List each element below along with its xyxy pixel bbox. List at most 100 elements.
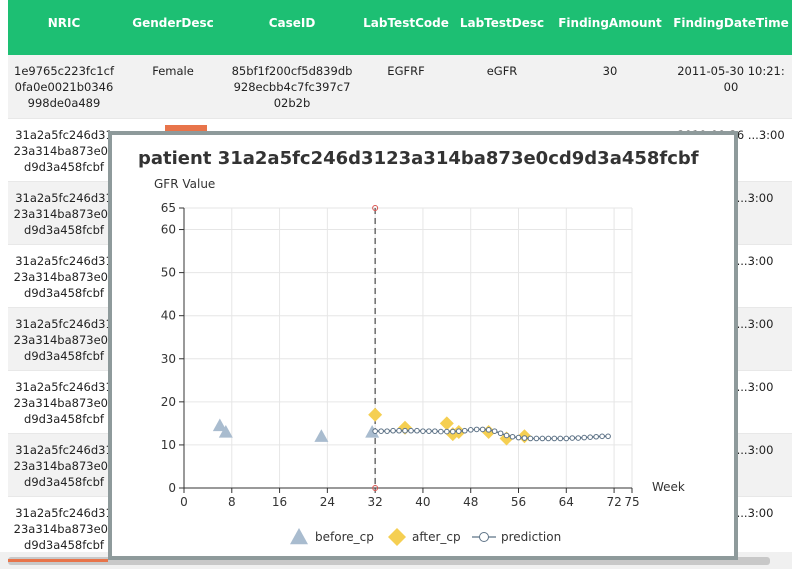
prediction-point — [491, 428, 498, 434]
y-tick-label: 65 — [161, 201, 176, 215]
y-axis-title: GFR Value — [154, 177, 215, 191]
cell-nric: 31a2a5fc246d3123a314ba873e0cd9d3a458fcbf — [8, 181, 120, 245]
prediction-point — [467, 427, 474, 433]
prediction-point — [575, 435, 582, 441]
cell-nric: 31a2a5fc246d3123a314ba873e0cd9d3a458fcbf — [8, 433, 120, 497]
cell-labtestdesc: eGFR — [454, 55, 550, 119]
cell-nric: 31a2a5fc246d3123a314ba873e0cd9d3a458fcbf — [8, 307, 120, 371]
y-tick-label: 60 — [161, 223, 176, 237]
x-tick-label: 40 — [415, 495, 430, 509]
cell-nric: 1e9765c223fc1cf0fa0e0021b0346998de0a489 — [8, 55, 120, 119]
prediction-point — [533, 435, 540, 442]
prediction-point — [390, 427, 396, 434]
y-tick-label: 40 — [161, 309, 176, 323]
prediction-point — [455, 428, 462, 434]
scrollbar-thumb[interactable] — [8, 557, 770, 565]
prediction-point — [569, 435, 576, 441]
legend-before-cp-icon — [290, 528, 308, 545]
legend-prediction-icon — [479, 532, 489, 542]
prediction-point — [479, 426, 486, 433]
x-tick-label: 64 — [559, 495, 574, 509]
row-highlight-tab — [165, 125, 207, 131]
prediction-point — [593, 433, 599, 440]
prediction-point — [521, 435, 528, 441]
y-tick-label: 30 — [161, 352, 176, 366]
cell-nric: 31a2a5fc246d3123a314ba873e0cd9d3a458fcbf — [8, 244, 120, 308]
y-tick-label: 10 — [161, 438, 176, 452]
prediction-point — [414, 427, 420, 434]
legend-after-cp-label: after_cp — [412, 530, 461, 544]
prediction-point — [396, 427, 402, 434]
x-tick-label: 75 — [624, 495, 639, 509]
prediction-point — [599, 433, 605, 440]
column-header-nric[interactable]: NRIC — [47, 16, 81, 30]
prediction-point — [473, 426, 480, 433]
prediction-point — [515, 434, 522, 441]
column-header-labtestdesc[interactable]: LabTestDesc — [459, 16, 545, 30]
prediction-point — [420, 428, 426, 434]
prediction-point — [402, 427, 408, 434]
y-tick-label: 50 — [161, 266, 176, 280]
table-header-row: NRIC GenderDesc CaseID LabTestCode LabTe… — [8, 0, 792, 55]
x-tick-label: 56 — [511, 495, 526, 509]
cell-findingamount: 30 — [550, 55, 670, 119]
prediction-point — [497, 430, 504, 437]
column-header-labtestcode[interactable]: LabTestCode — [363, 16, 449, 30]
x-tick-label: 32 — [368, 495, 383, 509]
gfr-chart: 0 10 20 30 40 50 60 65 0 8 16 24 32 40 48 56 64 72 75 GFR V… — [154, 177, 685, 546]
legend-before-cp-label: before_cp — [315, 530, 374, 544]
table-row[interactable]: 1e9765c223fc1cf0fa0e0021b0346998de0a489 F… — [8, 55, 792, 119]
prediction-point — [509, 433, 516, 440]
column-header-gender[interactable]: GenderDesc — [132, 16, 214, 30]
x-tick-label: 72 — [606, 495, 621, 509]
prediction-point — [605, 433, 611, 440]
prediction-point — [426, 428, 432, 434]
before-cp-point — [314, 429, 329, 442]
cell-caseid: 85bf1f200cf5d839db928ecbb4c7fc397c702b2b — [226, 55, 358, 119]
cell-gender: Female — [120, 55, 226, 119]
column-header-findingdatetime[interactable]: FindingDateTime — [673, 16, 789, 30]
column-header-caseid[interactable]: CaseID — [268, 16, 316, 30]
x-tick-label: 16 — [272, 495, 287, 509]
prediction-point — [551, 435, 558, 442]
after-cp-point — [439, 416, 454, 431]
prediction-point — [587, 434, 593, 440]
prediction-point — [408, 427, 414, 434]
prediction-point — [485, 427, 492, 433]
active-indicator-bar — [8, 559, 108, 562]
column-header-findingamount[interactable]: FindingAmount — [558, 16, 662, 30]
patient-chart-modal: patient 31a2a5fc246d3123a314ba873e0cd9d3… — [108, 131, 738, 560]
prediction-point — [450, 428, 456, 435]
cell-nric: 31a2a5fc246d3123a314ba873e0cd9d3a458fcbf — [8, 118, 120, 182]
change-point-bottom-marker — [372, 485, 379, 491]
before-cp-point — [365, 425, 380, 438]
prediction-point — [438, 428, 444, 435]
prediction-point — [581, 434, 588, 441]
x-tick-label: 48 — [463, 495, 478, 509]
prediction-point — [527, 435, 534, 442]
prediction-point — [503, 432, 510, 439]
change-point-top-marker — [372, 205, 379, 211]
cell-findingdatetime: 2011-05-30 10:21:00 — [670, 55, 792, 119]
cell-nric: 31a2a5fc246d3123a314ba873e0cd9d3a458fcbf — [8, 496, 120, 560]
x-tick-label: 8 — [228, 495, 236, 509]
prediction-point — [372, 428, 378, 434]
prediction-point — [378, 428, 384, 434]
modal-title: patient 31a2a5fc246d3123a314ba873e0cd9d3… — [138, 148, 699, 169]
prediction-point — [539, 435, 546, 442]
prediction-line — [375, 428, 609, 440]
after-cp-point — [368, 407, 383, 422]
legend-prediction-label: prediction — [501, 530, 561, 544]
cell-nric: 31a2a5fc246d3123a314ba873e0cd9d3a458fcbf — [8, 370, 120, 434]
x-axis-title: Week — [652, 480, 685, 494]
prediction-point — [461, 427, 468, 434]
before-cp-point — [212, 418, 227, 432]
before-cp-point — [218, 425, 233, 438]
prediction-point — [444, 428, 450, 435]
prediction-point — [545, 435, 552, 442]
x-tick-label: 0 — [180, 495, 188, 509]
prediction-point — [563, 435, 570, 442]
y-tick-label: 0 — [168, 481, 176, 495]
prediction-point — [557, 435, 564, 442]
x-tick-label: 24 — [320, 495, 335, 509]
